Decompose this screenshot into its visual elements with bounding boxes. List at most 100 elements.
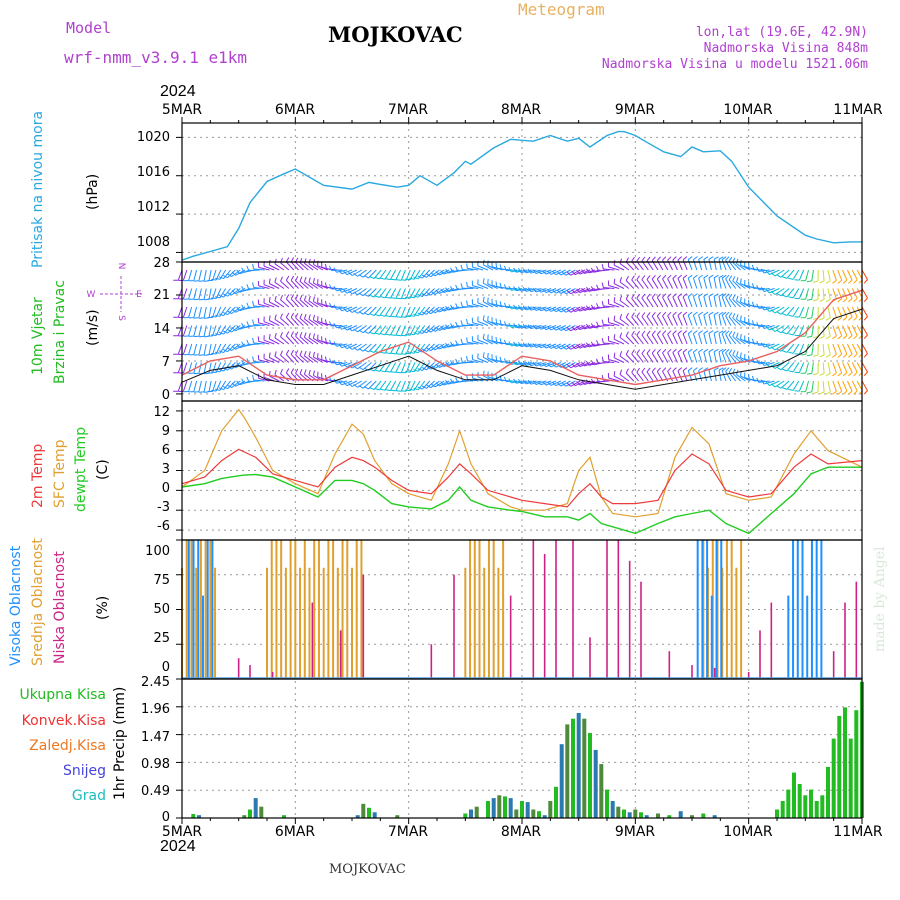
wind-barb bbox=[231, 306, 241, 314]
wind-barb-flag bbox=[211, 315, 217, 318]
wind-barb bbox=[619, 318, 630, 326]
wind-barb bbox=[677, 370, 683, 382]
wind-barb bbox=[430, 343, 440, 352]
wind-barb bbox=[520, 306, 532, 311]
wind-barb-flag bbox=[231, 382, 236, 387]
wind-barb-flag bbox=[813, 354, 819, 357]
wind-barb bbox=[656, 334, 664, 345]
wind-barb bbox=[625, 335, 635, 345]
wind-barb-flag bbox=[585, 268, 590, 274]
wind-barb bbox=[389, 343, 397, 354]
wind-barb-flag bbox=[825, 335, 831, 340]
wind-barb-flag bbox=[770, 346, 776, 351]
compass-n: N bbox=[116, 263, 126, 270]
wind-barb-flag bbox=[252, 282, 255, 288]
wind-barb bbox=[613, 283, 625, 289]
wind-barb-flag bbox=[440, 306, 445, 312]
wind-barb bbox=[299, 262, 309, 271]
wind-barb bbox=[732, 280, 741, 289]
wind-barb bbox=[613, 375, 625, 382]
wind-barb bbox=[786, 380, 795, 390]
wind-barb-flag bbox=[421, 293, 427, 297]
wind-barb-flag bbox=[581, 361, 585, 367]
wind-barb-flag bbox=[625, 312, 629, 318]
wind-barb-flag bbox=[732, 350, 736, 356]
wind-barb-flag bbox=[450, 360, 454, 365]
wind-barb-flag bbox=[426, 310, 431, 315]
wind-barb bbox=[248, 306, 260, 308]
wind-barb bbox=[177, 362, 183, 373]
wind-barb-flag bbox=[430, 364, 436, 369]
wind-barb-flag bbox=[740, 296, 742, 303]
wind-barb bbox=[570, 269, 581, 276]
cloud-tick-0: 0 bbox=[162, 660, 170, 675]
wind-barb bbox=[598, 362, 610, 364]
wind-barb-flag bbox=[576, 306, 581, 312]
wind-barb-flag bbox=[455, 321, 459, 327]
wind-barb bbox=[177, 380, 183, 392]
wind-barb bbox=[769, 380, 780, 386]
wind-barb-flag bbox=[756, 322, 760, 328]
wind-barb bbox=[525, 380, 537, 385]
wind-barb-flag bbox=[693, 330, 698, 335]
wind-barb-flag bbox=[718, 256, 724, 260]
wind-barb-flag bbox=[517, 305, 522, 310]
pressure-tick-0: 1008 bbox=[137, 235, 170, 250]
wind-barb bbox=[846, 380, 853, 392]
wind-barb-flag bbox=[343, 270, 348, 276]
wind-barb-flag bbox=[542, 362, 547, 367]
wind-barb-flag bbox=[863, 279, 868, 284]
wind-tick-0: 0 bbox=[162, 388, 170, 403]
pressure-y-ticks: 1008 1012 1016 1020 bbox=[137, 130, 170, 250]
wind-barb bbox=[331, 288, 343, 290]
cloud-unit: (%) bbox=[95, 596, 111, 620]
wind-barb bbox=[274, 374, 285, 382]
wind-barb bbox=[827, 362, 831, 374]
wind-barb-flag bbox=[547, 325, 552, 331]
wind-barb-flag bbox=[303, 369, 307, 375]
wind-barb bbox=[570, 288, 581, 295]
wind-barb bbox=[598, 288, 610, 290]
wind-barb-flag bbox=[430, 272, 436, 277]
wind-barb-flag bbox=[290, 275, 295, 281]
wind-barb bbox=[212, 325, 217, 337]
wind-barb-flag bbox=[348, 382, 353, 387]
precip-bar bbox=[792, 772, 796, 818]
wind-barb-flag bbox=[241, 267, 245, 273]
wind-barb-flag bbox=[252, 337, 255, 343]
wind-barb bbox=[477, 283, 489, 289]
wind-barb bbox=[827, 343, 831, 355]
wind-barb-flag bbox=[199, 298, 205, 301]
wind-barb bbox=[295, 280, 304, 289]
wind-barb-flag bbox=[625, 331, 629, 337]
wind-barb bbox=[656, 315, 664, 326]
wind-barb bbox=[203, 325, 207, 337]
wind-barb-flag bbox=[426, 291, 431, 296]
wind-barb bbox=[177, 343, 183, 355]
wind-barb bbox=[208, 380, 212, 392]
precip-y-ticks: 0 0.49 0.98 1.47 1.96 2.45 bbox=[141, 675, 170, 825]
wind-barb bbox=[472, 303, 484, 308]
wind-barb bbox=[780, 380, 790, 389]
precip-bar bbox=[242, 815, 247, 818]
wind-barb-flag bbox=[390, 389, 396, 392]
wind-barb bbox=[846, 288, 853, 299]
wind-barb bbox=[713, 259, 717, 271]
wind-barb-flag bbox=[776, 292, 782, 297]
wind-barb bbox=[285, 280, 295, 289]
temp-tick-1: -3 bbox=[157, 500, 170, 515]
wind-barb bbox=[439, 380, 450, 387]
wind-barb bbox=[357, 306, 367, 314]
wind-barb-flag bbox=[409, 370, 415, 373]
wind-barb bbox=[555, 288, 566, 294]
wind-barb bbox=[357, 380, 367, 388]
wind-barb-flag bbox=[417, 386, 423, 390]
wind-barb-flag bbox=[703, 311, 709, 316]
wind-y-ticks: 0 7 14 21 28 bbox=[153, 256, 170, 403]
wind-barb-flag bbox=[246, 302, 250, 308]
precip-legend-grad: Grad bbox=[72, 788, 106, 804]
wind-barb-flag bbox=[837, 353, 843, 358]
wind-barb bbox=[525, 325, 537, 329]
panel-frames bbox=[181, 122, 863, 819]
wind-barb-flag bbox=[517, 323, 522, 329]
